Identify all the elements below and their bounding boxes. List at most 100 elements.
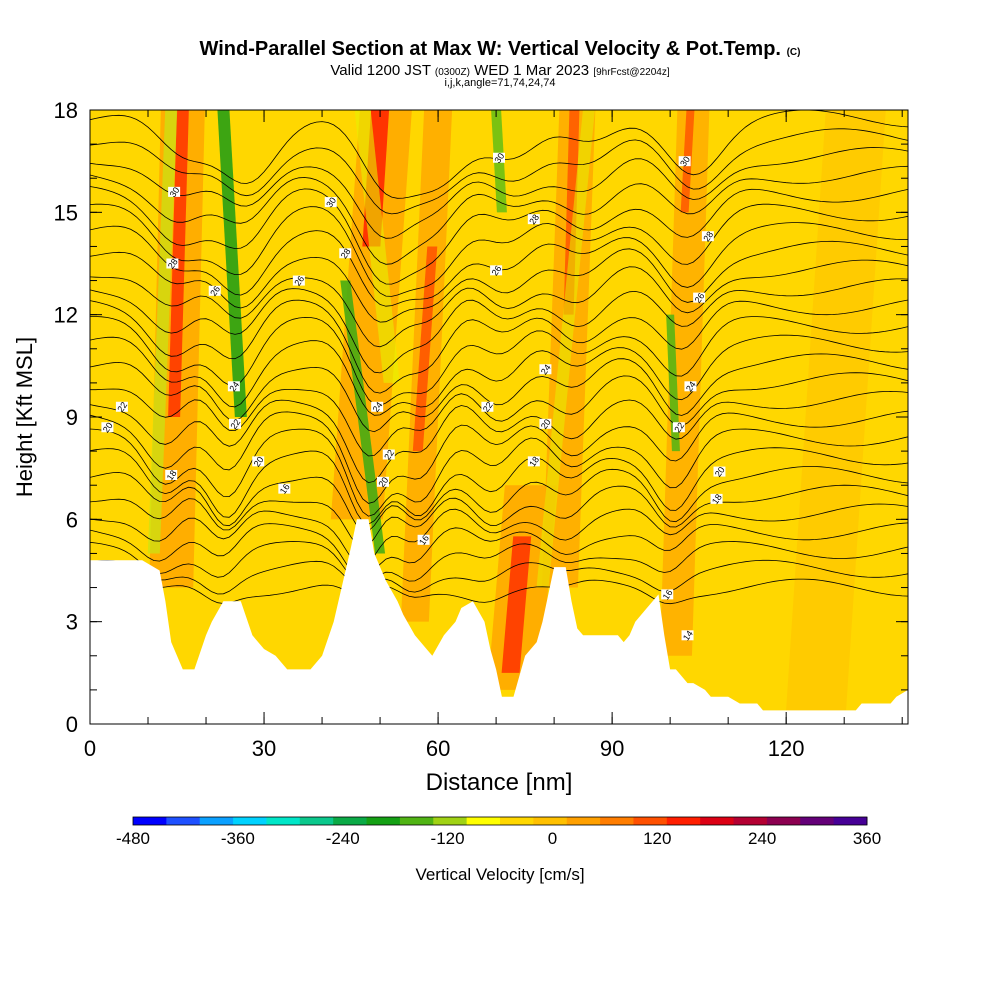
contour-label-bg (661, 589, 674, 600)
colorbar-swatch (566, 817, 601, 825)
isentrope-line (90, 522, 908, 581)
contour-label: 22 (115, 400, 129, 414)
chart-title-tag: (C) (786, 47, 801, 58)
updraft-zone (330, 110, 412, 520)
contour-label: 24 (539, 363, 553, 377)
updraft-core (501, 536, 532, 673)
contour-label: 20 (101, 421, 115, 435)
valid-date: WED 1 Mar 2023 (474, 62, 590, 79)
contour-label: 16 (661, 588, 675, 602)
contour-label-bg (713, 466, 726, 477)
contour-label-bg (292, 275, 305, 286)
y-tick-label: 15 (54, 200, 78, 225)
contour-label: 30 (492, 151, 506, 165)
x-tick-label: 90 (600, 736, 624, 761)
contour-label-bg (527, 456, 540, 467)
isentrope-line (90, 466, 908, 532)
contour-label-bg (229, 418, 242, 429)
contour-label-bg (208, 285, 221, 296)
y-tick-label: 18 (54, 98, 78, 123)
contour-label-bg (227, 381, 240, 392)
colorbar-tick-label: 360 (853, 829, 881, 848)
isentrope-line (90, 128, 908, 215)
contour-label-bg (339, 248, 352, 259)
x-tick-label: 30 (252, 736, 276, 761)
y-axis-label: Height [Kft MSL] (12, 337, 37, 497)
colorbar-label: Vertical Velocity [cm/s] (415, 865, 584, 884)
colorbar-swatch (600, 817, 634, 825)
contour-label-bg (252, 456, 265, 467)
contour-label: 16 (278, 482, 292, 496)
colorbar-swatch (266, 817, 301, 825)
terrain-mask (90, 519, 908, 724)
contour-label: 20 (713, 465, 727, 479)
colorbar-frame (132, 816, 868, 826)
contour-label-bg (101, 422, 114, 433)
contour-label-bg (539, 418, 552, 429)
contour-label: 20 (376, 475, 390, 489)
contour-label: 26 (693, 291, 707, 305)
contour-label-bg (527, 214, 540, 225)
contour-label-bg (376, 476, 389, 487)
isentrope-line (90, 372, 908, 457)
downdraft-core (340, 280, 386, 554)
contour-label-bg (672, 422, 685, 433)
forecast-info: [9hrFcst@2204z] (593, 67, 670, 78)
colorbar-tick-label: -480 (116, 829, 150, 848)
colorbar-swatch (733, 817, 768, 825)
valid-utc: (0300Z) (434, 67, 470, 78)
x-tick-label: 0 (84, 736, 96, 761)
contour-label-bg (166, 258, 179, 269)
axes: 0 30 60 90 120 0 3 6 9 12 15 18 Distance [nm] Height … (12, 98, 909, 796)
colorbar-swatch (366, 817, 401, 825)
contour-label-bg (684, 381, 697, 392)
downdraft-zone (147, 110, 178, 554)
contour-label: 18 (165, 468, 179, 482)
downdraft-zone (354, 110, 400, 383)
contour-label: 18 (527, 455, 541, 469)
colorbar-swatch (833, 817, 868, 825)
colorbar-swatch (666, 817, 701, 825)
contour-label: 20 (252, 455, 266, 469)
contour-label: 24 (684, 380, 698, 394)
colorbar-swatch (500, 817, 534, 825)
isentrope-line (90, 353, 908, 433)
updraft-core (168, 110, 189, 417)
contour-label-bg (417, 534, 430, 545)
colorbar-swatch (433, 817, 468, 825)
y-tick-label: 9 (66, 405, 78, 430)
isentrope-line (90, 410, 908, 504)
x-tick-label: 120 (768, 736, 805, 761)
colorbar-swatch (299, 817, 334, 825)
contour-label: 20 (539, 417, 553, 431)
contour-label: 30 (324, 195, 338, 209)
chart-title-main: Wind-Parallel Section at Max W: Vertical… (199, 38, 781, 60)
contour-label: 26 (490, 264, 504, 278)
downdraft-core (666, 314, 680, 452)
isentrope-line (90, 447, 908, 525)
x-tick-label: 60 (426, 736, 450, 761)
colorbar-swatch (700, 817, 735, 825)
colorbar-tick-label: -240 (326, 829, 360, 848)
contour-label-bg (490, 265, 503, 276)
contour-label-bg (115, 401, 128, 412)
contour-label-bg (382, 449, 395, 460)
colorbar-tick-label: -120 (431, 829, 465, 848)
colorbar-tick-label: 240 (748, 829, 776, 848)
contour-label-bg (481, 401, 494, 412)
isentrope-line (90, 147, 908, 239)
contour-label: 22 (481, 400, 495, 414)
contour-label: 30 (168, 185, 182, 199)
colorbar-swatch (333, 817, 368, 825)
isentrope-line (90, 316, 908, 406)
contour-label: 26 (208, 284, 222, 298)
contour-label: 24 (371, 400, 385, 414)
contour-label-bg (324, 197, 337, 208)
contour-label: 26 (292, 274, 306, 288)
contour-label-bg (678, 156, 691, 167)
contour-label-bg (493, 152, 505, 163)
valid-time: Valid 1200 JST (330, 62, 431, 79)
downdraft-core (217, 110, 247, 417)
isentrope-line (90, 559, 908, 595)
